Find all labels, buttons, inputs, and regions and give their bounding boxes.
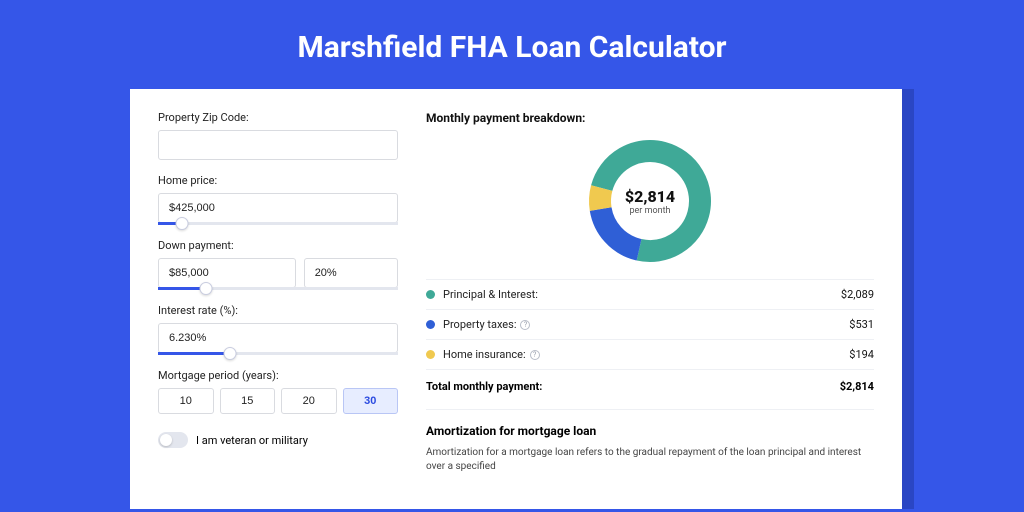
legend-dot	[426, 350, 435, 359]
breakdown-heading: Monthly payment breakdown:	[426, 111, 874, 125]
period-group: Mortgage period (years): 10152030	[158, 369, 398, 414]
down-payment-label: Down payment:	[158, 239, 398, 252]
interest-input[interactable]	[158, 323, 398, 353]
veteran-toggle[interactable]	[158, 432, 188, 448]
home-price-group: Home price:	[158, 174, 398, 225]
legend-value: $2,089	[841, 288, 874, 301]
breakdown-column: Monthly payment breakdown: $2,814 per mo…	[426, 111, 874, 509]
home-price-input[interactable]	[158, 193, 398, 223]
interest-group: Interest rate (%):	[158, 304, 398, 355]
amortization-text: Amortization for a mortgage loan refers …	[426, 446, 874, 474]
period-label: Mortgage period (years):	[158, 369, 398, 382]
down-payment-slider-thumb[interactable]	[200, 282, 213, 295]
legend-value: $531	[849, 318, 874, 331]
card-shadow: Property Zip Code: Home price: Down paym…	[130, 89, 914, 509]
page-title: Marshfield FHA Loan Calculator	[0, 0, 1024, 89]
calculator-card: Property Zip Code: Home price: Down paym…	[130, 89, 902, 509]
legend-label: Principal & Interest:	[443, 288, 841, 301]
period-btn-10[interactable]: 10	[158, 388, 214, 414]
legend-row: Property taxes:?$531	[426, 309, 874, 339]
home-price-slider-thumb[interactable]	[176, 217, 189, 230]
legend: Principal & Interest:$2,089Property taxe…	[426, 279, 874, 369]
down-payment-input[interactable]	[158, 258, 296, 288]
legend-row: Principal & Interest:$2,089	[426, 279, 874, 309]
total-row: Total monthly payment: $2,814	[426, 369, 874, 403]
period-btn-30[interactable]: 30	[343, 388, 399, 414]
down-payment-pct-input[interactable]	[304, 258, 398, 288]
donut-chart: $2,814 per month	[586, 137, 714, 265]
legend-dot	[426, 290, 435, 299]
legend-label: Home insurance:?	[443, 348, 849, 361]
amortization-block: Amortization for mortgage loan Amortizat…	[426, 409, 874, 474]
legend-value: $194	[849, 348, 874, 361]
zip-input[interactable]	[158, 130, 398, 160]
legend-label: Property taxes:?	[443, 318, 849, 331]
interest-label: Interest rate (%):	[158, 304, 398, 317]
zip-label: Property Zip Code:	[158, 111, 398, 124]
interest-slider-thumb[interactable]	[224, 347, 237, 360]
info-icon[interactable]: ?	[530, 350, 540, 360]
home-price-label: Home price:	[158, 174, 398, 187]
donut-chart-wrap: $2,814 per month	[426, 131, 874, 279]
total-value: $2,814	[840, 380, 874, 393]
legend-dot	[426, 320, 435, 329]
period-btn-20[interactable]: 20	[281, 388, 337, 414]
legend-row: Home insurance:?$194	[426, 339, 874, 369]
info-icon[interactable]: ?	[520, 320, 530, 330]
donut-center: $2,814 per month	[586, 137, 714, 265]
home-price-slider[interactable]	[158, 222, 398, 225]
veteran-label: I am veteran or military	[196, 434, 308, 447]
zip-field-group: Property Zip Code:	[158, 111, 398, 160]
period-buttons: 10152030	[158, 388, 398, 414]
interest-slider[interactable]	[158, 352, 398, 355]
period-btn-15[interactable]: 15	[220, 388, 276, 414]
down-payment-slider[interactable]	[158, 287, 398, 290]
donut-amount: $2,814	[625, 187, 675, 206]
veteran-toggle-knob	[160, 434, 172, 446]
amortization-heading: Amortization for mortgage loan	[426, 424, 874, 438]
donut-sub: per month	[629, 206, 670, 216]
down-payment-group: Down payment:	[158, 239, 398, 290]
total-label: Total monthly payment:	[426, 380, 542, 393]
veteran-row: I am veteran or military	[158, 432, 398, 448]
form-column: Property Zip Code: Home price: Down paym…	[158, 111, 398, 509]
